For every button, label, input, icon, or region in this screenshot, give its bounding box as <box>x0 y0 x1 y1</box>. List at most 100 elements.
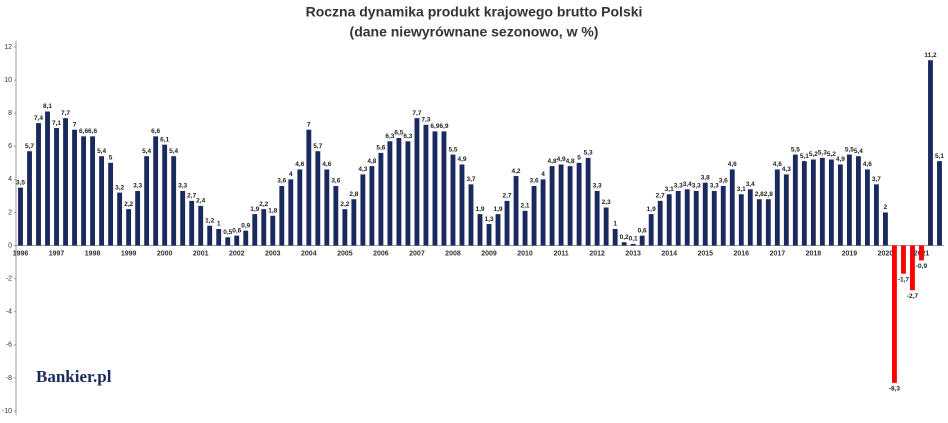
bar <box>423 124 429 246</box>
bar <box>846 154 852 246</box>
value-label: 3,3 <box>178 183 187 190</box>
value-label: 3,6 <box>331 178 340 185</box>
value-label: 3,5 <box>16 179 25 186</box>
bar <box>324 169 330 246</box>
bar <box>144 156 150 246</box>
bar <box>684 189 690 246</box>
value-label: 5,5 <box>448 146 457 153</box>
value-label: 7,3 <box>421 116 430 123</box>
bar <box>81 136 87 246</box>
value-label: 3,3 <box>593 183 602 190</box>
bar <box>639 235 645 246</box>
bar <box>297 169 303 246</box>
bar <box>315 151 321 246</box>
x-tick-label: 1996 <box>13 250 29 257</box>
bar <box>216 229 222 246</box>
value-label: -1,7 <box>898 276 910 283</box>
value-label: 2,7 <box>503 193 512 200</box>
x-tick-label: 2018 <box>806 250 822 257</box>
value-label: 4 <box>289 171 293 178</box>
bar <box>180 190 186 246</box>
bar <box>630 243 636 246</box>
x-tick-label: 1997 <box>49 250 65 257</box>
value-label: 6,6 <box>151 128 160 135</box>
value-label: 1,9 <box>647 206 656 213</box>
value-label: 5,4 <box>854 148 863 155</box>
value-label: 7,1 <box>52 120 61 127</box>
x-tick-label: 2002 <box>229 250 245 257</box>
value-label: 5,6 <box>376 145 385 152</box>
bar <box>612 229 618 246</box>
value-label: 4,8 <box>548 158 557 165</box>
value-label: 1,2 <box>205 217 214 224</box>
value-label: 5,3 <box>818 150 827 157</box>
y-tick-label: -2 <box>6 275 12 282</box>
value-label: 3,3 <box>710 183 719 190</box>
value-label: 5,5 <box>845 146 854 153</box>
bar <box>693 190 699 246</box>
bar <box>729 169 735 246</box>
y-tick-label: 0 <box>8 242 12 249</box>
value-label: 2,3 <box>602 199 611 206</box>
value-label: 3,8 <box>701 174 710 181</box>
value-label: 5,2 <box>809 151 818 158</box>
value-label: 4,9 <box>457 156 466 163</box>
x-tick-label: 2010 <box>517 250 533 257</box>
bar <box>27 151 32 246</box>
bar <box>396 138 402 246</box>
x-tick-label: 2011 <box>553 250 568 257</box>
x-tick-label: 2016 <box>733 250 749 257</box>
bar <box>117 192 123 246</box>
y-tick-label: -6 <box>6 342 12 349</box>
value-label: 4,8 <box>566 158 575 165</box>
x-tick-label: 2020 <box>878 250 894 257</box>
x-tick-label: 2015 <box>697 250 713 257</box>
value-label: 6,1 <box>160 136 169 143</box>
value-label: 2,2 <box>259 201 268 208</box>
bar <box>333 185 339 246</box>
value-label: 4,6 <box>728 161 737 168</box>
y-tick-label: 6 <box>8 143 12 150</box>
value-label: 8,1 <box>43 103 52 110</box>
x-tick-label: 2009 <box>481 250 497 257</box>
bar <box>36 123 41 246</box>
value-label: 5,7 <box>25 143 34 150</box>
value-label: 5,3 <box>584 150 593 157</box>
x-tick-label: 2001 <box>193 250 209 257</box>
y-tick-label: 8 <box>8 110 12 117</box>
bar <box>261 209 267 246</box>
bar <box>99 156 105 246</box>
x-tick-label: 2003 <box>265 250 281 257</box>
value-label: 1,9 <box>250 206 259 213</box>
value-label: 6,3 <box>403 133 412 140</box>
bar <box>234 235 240 246</box>
bar <box>198 205 204 246</box>
bar <box>774 169 780 246</box>
bar <box>495 214 501 246</box>
value-label: 3,7 <box>872 176 881 183</box>
value-label: 3,1 <box>737 186 746 193</box>
bar <box>387 141 393 246</box>
value-label: 2,2 <box>340 201 349 208</box>
value-label: 2,8 <box>349 191 358 198</box>
value-label: 11,2 <box>924 52 937 59</box>
value-label: 0,1 <box>629 236 638 243</box>
value-label: 4,6 <box>863 161 872 168</box>
bar <box>883 212 888 246</box>
bar <box>901 245 906 274</box>
bar <box>522 210 528 246</box>
bar <box>919 245 924 261</box>
value-label: 0,5 <box>223 229 232 236</box>
bar <box>189 200 195 246</box>
y-tick-label: -10 <box>2 408 12 415</box>
value-label: 4,6 <box>322 161 331 168</box>
y-tick-label: 4 <box>8 176 12 183</box>
bar <box>441 131 447 246</box>
value-label: 3,3 <box>674 183 683 190</box>
bar <box>801 161 807 246</box>
bar <box>711 190 717 246</box>
value-label: 4 <box>541 171 545 178</box>
value-label: 3,3 <box>133 183 142 190</box>
bar <box>405 141 411 246</box>
bar <box>864 169 870 246</box>
